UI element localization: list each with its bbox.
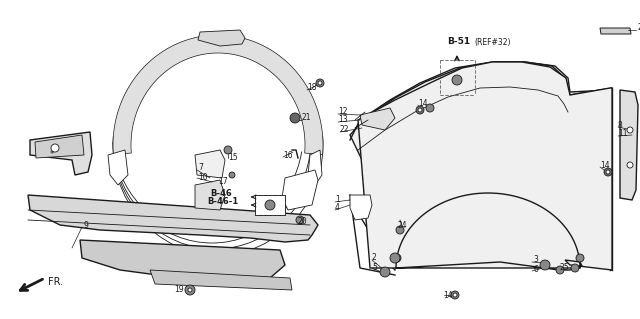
Polygon shape xyxy=(80,240,285,280)
Text: 21: 21 xyxy=(302,114,312,122)
Text: 24: 24 xyxy=(397,220,406,229)
Polygon shape xyxy=(620,90,638,200)
Polygon shape xyxy=(113,35,323,155)
Polygon shape xyxy=(30,132,92,175)
Text: 1: 1 xyxy=(335,196,340,204)
Polygon shape xyxy=(28,195,318,242)
Text: 12: 12 xyxy=(338,108,348,116)
Text: (REF#32): (REF#32) xyxy=(474,38,511,47)
Polygon shape xyxy=(360,108,395,130)
Circle shape xyxy=(452,75,462,85)
Text: 7: 7 xyxy=(198,164,203,173)
Circle shape xyxy=(396,226,404,234)
Polygon shape xyxy=(198,30,245,46)
Text: 3: 3 xyxy=(533,256,538,264)
Text: FR.: FR. xyxy=(48,277,63,287)
Polygon shape xyxy=(350,62,610,170)
Text: 19: 19 xyxy=(174,286,184,294)
Text: B-46: B-46 xyxy=(210,189,232,197)
Circle shape xyxy=(265,200,275,210)
Circle shape xyxy=(604,168,612,176)
Text: 13: 13 xyxy=(338,115,348,124)
Circle shape xyxy=(418,108,422,112)
Circle shape xyxy=(51,144,59,152)
Circle shape xyxy=(316,79,324,87)
Text: *: * xyxy=(50,151,54,160)
Polygon shape xyxy=(195,180,225,210)
Polygon shape xyxy=(282,170,318,210)
Text: 9: 9 xyxy=(83,220,88,229)
Circle shape xyxy=(451,291,459,299)
Text: 16: 16 xyxy=(283,151,292,160)
Text: 17: 17 xyxy=(218,176,228,186)
Circle shape xyxy=(606,170,610,174)
Polygon shape xyxy=(35,135,84,158)
Circle shape xyxy=(426,104,434,112)
Circle shape xyxy=(296,216,304,224)
Text: 18: 18 xyxy=(307,84,317,93)
Circle shape xyxy=(380,267,390,277)
Circle shape xyxy=(627,162,633,168)
Circle shape xyxy=(627,127,633,133)
Text: 23: 23 xyxy=(638,24,640,33)
Circle shape xyxy=(318,81,322,85)
Circle shape xyxy=(453,293,457,297)
Circle shape xyxy=(224,146,232,154)
Text: 2: 2 xyxy=(372,254,377,263)
Circle shape xyxy=(556,266,564,274)
Circle shape xyxy=(576,254,584,262)
Text: B-46-1: B-46-1 xyxy=(207,197,238,206)
Text: 14: 14 xyxy=(418,99,428,108)
Circle shape xyxy=(390,253,400,263)
Text: 6: 6 xyxy=(533,265,538,275)
Text: 8: 8 xyxy=(618,121,623,130)
Text: 4: 4 xyxy=(335,204,340,212)
Polygon shape xyxy=(350,195,372,220)
Polygon shape xyxy=(108,150,128,185)
Polygon shape xyxy=(150,270,292,290)
Text: 10: 10 xyxy=(198,173,207,182)
Text: 20: 20 xyxy=(298,218,308,226)
Polygon shape xyxy=(255,195,285,215)
Circle shape xyxy=(185,285,195,295)
Circle shape xyxy=(229,172,235,178)
Text: 14: 14 xyxy=(443,291,452,300)
Circle shape xyxy=(416,106,424,114)
Circle shape xyxy=(571,264,579,272)
Text: 11: 11 xyxy=(618,130,627,138)
Text: 15: 15 xyxy=(228,152,237,161)
Circle shape xyxy=(188,288,192,292)
Text: 5: 5 xyxy=(372,263,377,271)
Text: 14: 14 xyxy=(600,160,610,169)
Circle shape xyxy=(393,254,401,262)
Polygon shape xyxy=(358,62,612,270)
Text: 22: 22 xyxy=(340,125,349,135)
Circle shape xyxy=(290,113,300,123)
Polygon shape xyxy=(308,150,322,185)
Text: B-51: B-51 xyxy=(447,38,470,47)
Polygon shape xyxy=(195,150,225,178)
Text: 25: 25 xyxy=(560,263,570,272)
Circle shape xyxy=(540,260,550,270)
Polygon shape xyxy=(600,28,631,34)
